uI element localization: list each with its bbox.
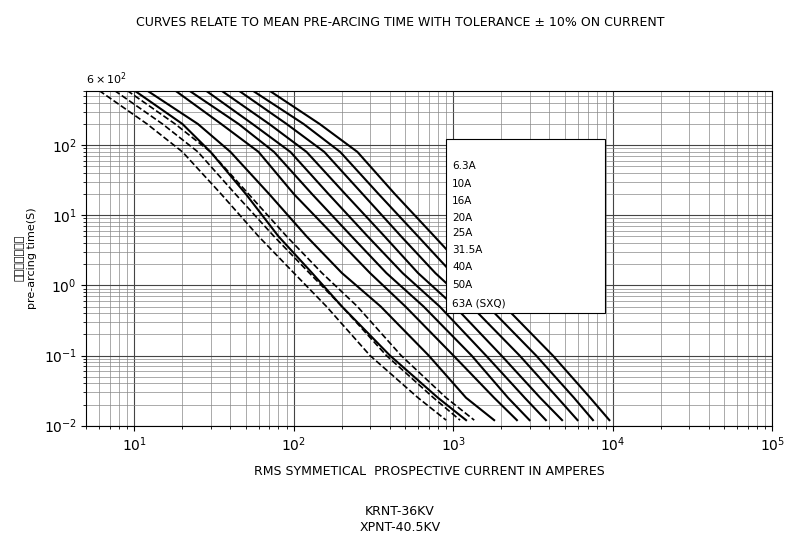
Text: 25A: 25A	[457, 228, 476, 239]
Text: 40A: 40A	[452, 263, 472, 272]
Text: 6.3A: 6.3A	[452, 161, 476, 171]
Y-axis label: 弧前时间（秒）
pre-arcing time(S): 弧前时间（秒） pre-arcing time(S)	[15, 207, 37, 309]
Text: 16A: 16A	[457, 196, 476, 206]
Text: 50A: 50A	[452, 280, 472, 291]
Text: 20A: 20A	[457, 213, 476, 224]
Text: 25A: 25A	[452, 228, 473, 239]
Text: 6.3A: 6.3A	[457, 161, 478, 171]
Text: 20A: 20A	[452, 213, 472, 224]
Text: 10A: 10A	[457, 179, 476, 189]
Bar	[446, 139, 605, 314]
Text: $6 \times 10^2$: $6 \times 10^2$	[86, 71, 127, 87]
Text: 16A: 16A	[452, 196, 473, 206]
Text: 31.5A: 31.5A	[452, 245, 482, 255]
Text: XPNT-40.5KV: XPNT-40.5KV	[359, 520, 441, 534]
Text: 50A: 50A	[457, 280, 476, 291]
Text: KRNT-36KV: KRNT-36KV	[365, 504, 435, 518]
Text: 63A (SXQ): 63A (SXQ)	[452, 299, 506, 309]
Text: 40A: 40A	[457, 263, 476, 272]
Text: 31.5A: 31.5A	[457, 245, 485, 255]
X-axis label: RMS SYMMETICAL  PROSPECTIVE CURRENT IN AMPERES: RMS SYMMETICAL PROSPECTIVE CURRENT IN AM…	[254, 465, 605, 478]
Text: CURVES RELATE TO MEAN PRE-ARCING TIME WITH TOLERANCE ± 10% ON CURRENT: CURVES RELATE TO MEAN PRE-ARCING TIME WI…	[136, 16, 664, 29]
Text: 63A (SXQ): 63A (SXQ)	[457, 299, 507, 309]
Text: 10A: 10A	[452, 179, 472, 189]
